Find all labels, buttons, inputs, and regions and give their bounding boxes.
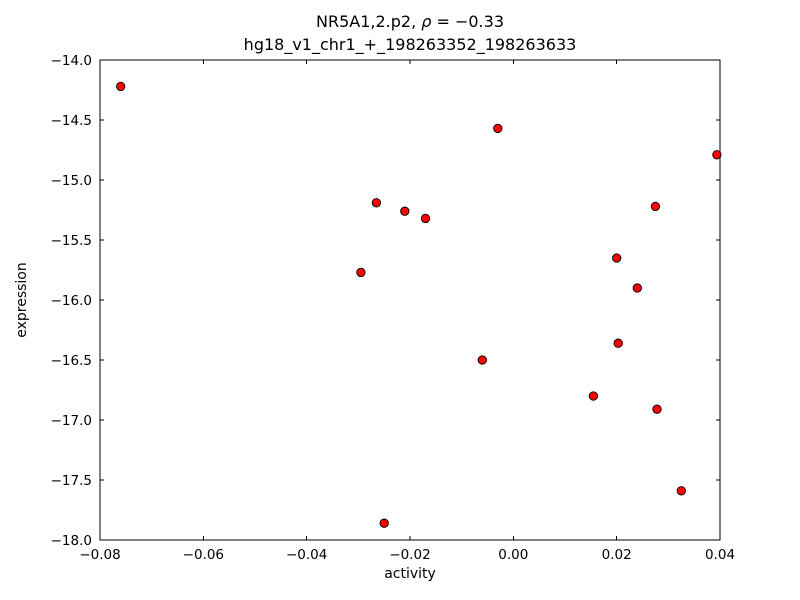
- y-axis-label: expression: [14, 262, 30, 338]
- chart-subtitle: hg18_v1_chr1_+_198263352_198263633: [243, 35, 577, 54]
- x-tick-label: −0.04: [286, 547, 327, 563]
- y-tick-label: −16.5: [51, 353, 92, 369]
- data-point: [612, 253, 622, 263]
- y-tick-label: −15.0: [51, 173, 92, 189]
- y-tick-label: −14.5: [51, 113, 92, 129]
- data-point: [650, 201, 661, 212]
- data-point: [356, 267, 366, 278]
- y-tick-label: −17.0: [51, 413, 92, 429]
- data-point: [371, 198, 382, 208]
- data-point: [493, 123, 503, 134]
- chart-title-line1: NR5A1,2.p2, ρ = −0.33: [100, 10, 720, 33]
- rho-symbol: ρ: [421, 12, 432, 31]
- data-point: [400, 206, 410, 216]
- x-tick-label: −0.06: [183, 547, 224, 563]
- x-tick-label: 0.04: [705, 547, 735, 563]
- data-point: [676, 486, 686, 496]
- data-point: [379, 518, 389, 528]
- data-point: [116, 81, 126, 92]
- rho-value: = −0.33: [431, 12, 504, 31]
- y-tick-label: −17.5: [51, 473, 92, 489]
- y-tick-label: −14.0: [51, 53, 92, 69]
- x-tick-label: −0.08: [79, 547, 120, 563]
- data-point: [712, 150, 722, 160]
- chart-title: NR5A1,2.p2, ρ = −0.33 hg18_v1_chr1_+_198…: [100, 10, 720, 56]
- data-point: [477, 355, 487, 365]
- y-tick-label: −16.0: [51, 293, 92, 309]
- y-tick-label: −15.5: [51, 233, 92, 249]
- x-tick-label: 0.02: [602, 547, 632, 563]
- data-point: [420, 213, 431, 224]
- data-point: [632, 283, 642, 293]
- chart-title-gene: NR5A1,2.p2,: [315, 12, 422, 31]
- x-axis-label: activity: [384, 566, 436, 582]
- data-point: [588, 391, 599, 401]
- x-tick-label: 0.00: [498, 547, 528, 563]
- x-tick-label: −0.02: [389, 547, 430, 563]
- plot-frame: [99, 59, 721, 541]
- data-point: [613, 338, 623, 348]
- data-point: [652, 404, 662, 414]
- y-tick-label: −18.0: [51, 533, 92, 549]
